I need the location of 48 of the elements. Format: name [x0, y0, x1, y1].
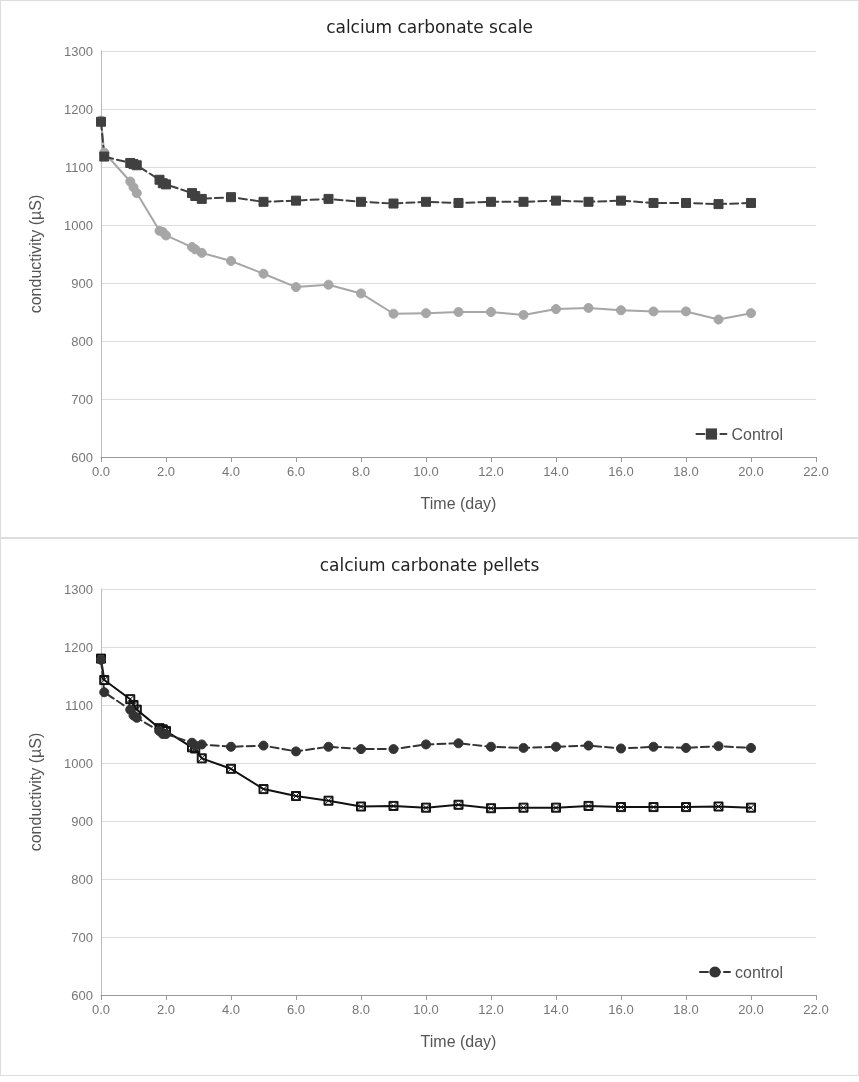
x-tick-label: 4.0 [221, 464, 241, 479]
y-tick-label: 900 [71, 275, 93, 291]
x-axis-title: Time (day) [420, 1032, 497, 1050]
x-tick-label: 10.0 [413, 1002, 439, 1017]
y-tick-label: 1000 [64, 217, 93, 233]
x-tick-label: 12.0 [478, 1002, 504, 1017]
y-tick-label: 1200 [64, 101, 93, 117]
chart-title: calcium carbonate scale [326, 16, 533, 37]
legend-label: control [734, 963, 784, 981]
y-tick-label: 1100 [65, 697, 93, 713]
x-tick-label: 14.0 [543, 464, 569, 479]
y-tick-label: 600 [71, 987, 93, 1003]
x-axis-title: Time (day) [420, 494, 497, 512]
x-tick-label: 16.0 [608, 464, 634, 479]
y-tick-label: 1300 [64, 581, 93, 597]
y-tick-label: 700 [71, 929, 93, 945]
x-tick-label: 14.0 [543, 1002, 569, 1017]
y-tick-label: 900 [71, 813, 93, 829]
y-tick-label: 700 [71, 391, 93, 407]
x-tick-label: 6.0 [286, 1002, 306, 1017]
x-tick-label: 0.0 [91, 1002, 111, 1017]
y-tick-label: 1300 [64, 43, 93, 59]
x-tick-label: 10.0 [413, 464, 439, 479]
x-tick-label: 16.0 [608, 1002, 634, 1017]
x-tick-label: 22.0 [803, 1002, 829, 1017]
x-tick-label: 0.0 [91, 464, 111, 479]
y-axis-title: conductivity (µS) [26, 732, 44, 852]
x-tick-label: 2.0 [156, 464, 176, 479]
x-tick-label: 4.0 [221, 1002, 241, 1017]
legend-label: Control [731, 425, 783, 443]
x-tick-label: 12.0 [478, 464, 504, 479]
x-tick-label: 20.0 [738, 1002, 764, 1017]
x-tick-label: 8.0 [351, 464, 371, 479]
x-tick-label: 6.0 [286, 464, 306, 479]
chart-title: calcium carbonate pellets [319, 554, 540, 575]
y-tick-label: 1000 [64, 755, 93, 771]
x-tick-label: 18.0 [673, 1002, 699, 1017]
x-tick-label: 2.0 [156, 1002, 176, 1017]
y-tick-label: 800 [71, 871, 93, 887]
y-tick-label: 1200 [64, 639, 93, 655]
y-tick-label: 600 [71, 449, 93, 465]
x-tick-label: 22.0 [803, 464, 829, 479]
y-axis-title: conductivity (µS) [26, 194, 44, 314]
y-tick-label: 1100 [65, 159, 93, 175]
x-tick-label: 18.0 [673, 464, 699, 479]
x-tick-label: 20.0 [738, 464, 764, 479]
x-tick-label: 8.0 [351, 1002, 371, 1017]
y-tick-label: 800 [71, 333, 93, 349]
